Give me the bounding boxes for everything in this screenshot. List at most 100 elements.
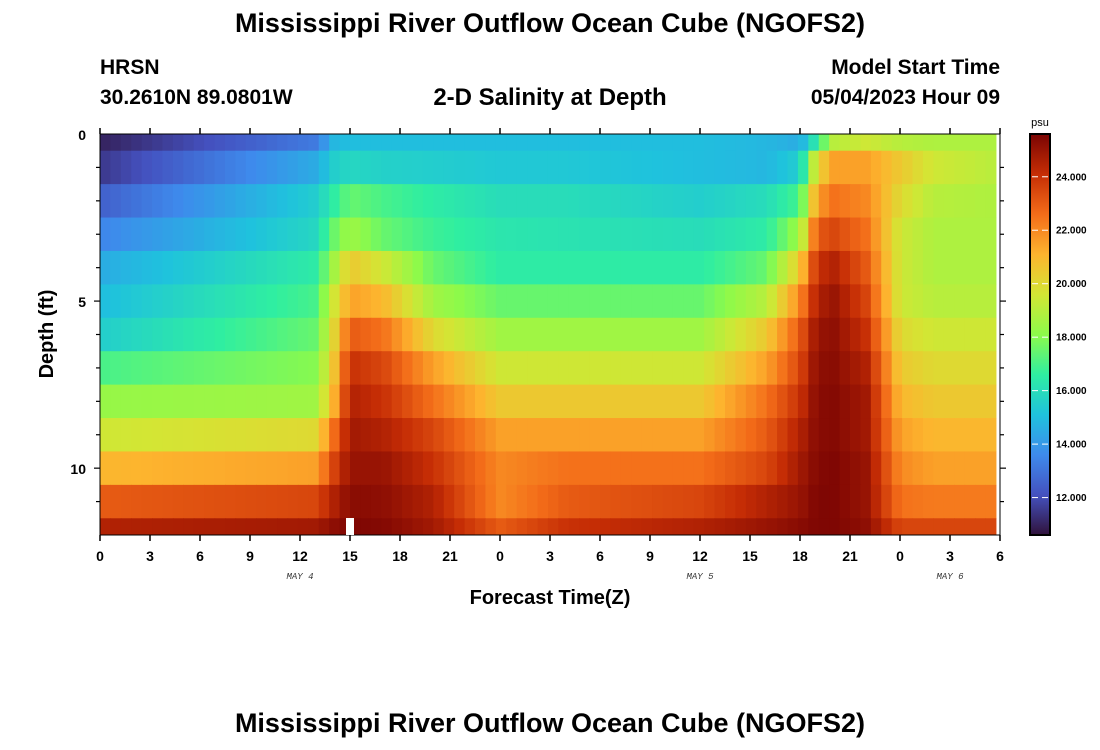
heatmap-cell [329, 184, 341, 219]
heatmap-cell [475, 518, 487, 535]
heatmap-cell [443, 250, 455, 285]
heatmap-cell [277, 451, 289, 486]
heatmap-cell [506, 284, 518, 319]
heatmap-cell [652, 451, 664, 486]
heatmap-cell [318, 217, 330, 252]
heatmap-cell [120, 384, 132, 419]
heatmap-cell [860, 351, 872, 386]
heatmap-cell [975, 518, 987, 535]
heatmap-cell [381, 134, 393, 152]
heatmap-cell [850, 150, 862, 185]
heatmap-cell [766, 134, 778, 152]
model-start-label: Model Start Time [831, 56, 1000, 79]
heatmap-cell [954, 317, 966, 352]
heatmap-cell [516, 518, 528, 535]
heatmap-cell [308, 484, 320, 519]
heatmap-cell [777, 384, 789, 419]
heatmap-cell [245, 250, 257, 285]
heatmap-cell [547, 451, 559, 486]
heatmap-cell [172, 451, 184, 486]
heatmap-cell [225, 250, 237, 285]
heatmap-cell [850, 351, 862, 386]
heatmap-cell [225, 484, 237, 519]
heatmap-cell [162, 317, 174, 352]
heatmap-cell [589, 384, 601, 419]
heatmap-cell [964, 418, 976, 453]
heatmap-cell [120, 351, 132, 386]
heatmap-cell [568, 351, 580, 386]
heatmap-cell [652, 418, 664, 453]
heatmap-cell [745, 451, 757, 486]
heatmap-cell [308, 518, 320, 535]
heatmap-cell [975, 217, 987, 252]
heatmap-cell [225, 184, 237, 219]
heatmap-cell [422, 418, 434, 453]
heatmap-cell [610, 451, 622, 486]
heatmap-cell [870, 250, 882, 285]
heatmap-cell [162, 217, 174, 252]
heatmap-cell [756, 451, 768, 486]
heatmap-cell [693, 217, 705, 252]
heatmap-cell [329, 150, 341, 185]
heatmap-cell [193, 150, 205, 185]
heatmap-cell [704, 418, 716, 453]
heatmap-cell [516, 250, 528, 285]
heatmap-cell [568, 317, 580, 352]
heatmap-cell [193, 134, 205, 152]
heatmap-cell [922, 418, 934, 453]
footer-title: Mississippi River Outflow Ocean Cube (NG… [234, 708, 866, 738]
heatmap-cell [475, 317, 487, 352]
heatmap-cell [839, 317, 851, 352]
heatmap-cell [277, 150, 289, 185]
heatmap-cell [485, 134, 497, 152]
heatmap-cell [641, 184, 653, 219]
heatmap-cell [287, 150, 299, 185]
heatmap-cell [245, 134, 257, 152]
heatmap-cell [162, 518, 174, 535]
heatmap-cell [277, 134, 289, 152]
heatmap-cell [350, 418, 362, 453]
heatmap-cell [943, 418, 955, 453]
heatmap-cell [402, 317, 414, 352]
heatmap-cell [235, 184, 247, 219]
heatmap-cell [860, 134, 872, 152]
heatmap-cell [860, 250, 872, 285]
heatmap-cell [100, 518, 112, 535]
heatmap-cell [568, 518, 580, 535]
heatmap-cell [797, 351, 809, 386]
heatmap-cell [600, 351, 612, 386]
heatmap-cell [943, 184, 955, 219]
heatmap-cell [818, 384, 830, 419]
heatmap-cell [610, 150, 622, 185]
heatmap-cell [443, 284, 455, 319]
heatmap-cell [850, 451, 862, 486]
heatmap-cell [402, 150, 414, 185]
heatmap-cell [120, 518, 132, 535]
heatmap-cell [547, 384, 559, 419]
heatmap-cell [693, 418, 705, 453]
heatmap-cell [714, 451, 726, 486]
heatmap-cell [870, 451, 882, 486]
heatmap-cell [735, 451, 747, 486]
heatmap-cell [881, 284, 893, 319]
heatmap-cell [391, 384, 403, 419]
heatmap-cell [495, 484, 507, 519]
heatmap-cell [589, 484, 601, 519]
heatmap-cell [954, 134, 966, 152]
heatmap-cell [860, 150, 872, 185]
heatmap-cell [756, 351, 768, 386]
heatmap-cell [943, 518, 955, 535]
heatmap-cell [766, 184, 778, 219]
heatmap-cell [672, 250, 684, 285]
heatmap-cell [506, 518, 518, 535]
heatmap-cell [704, 184, 716, 219]
heatmap-cell [808, 451, 820, 486]
heatmap-cell [704, 384, 716, 419]
heatmap-cell [193, 351, 205, 386]
heatmap-cell [912, 451, 924, 486]
heatmap-cell [152, 150, 164, 185]
heatmap-cell [172, 250, 184, 285]
heatmap-cell [693, 317, 705, 352]
heatmap-cell [662, 351, 674, 386]
heatmap-cell [516, 351, 528, 386]
